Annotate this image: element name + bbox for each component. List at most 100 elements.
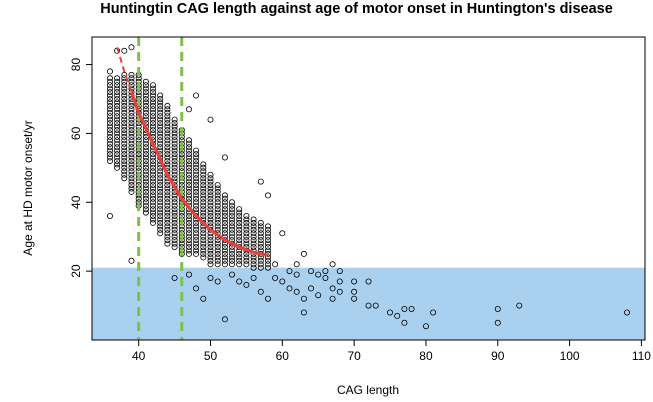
data-point [264,230,271,237]
data-point [121,106,128,113]
data-point [336,288,343,295]
data-point [157,230,164,237]
data-point [279,230,286,237]
data-point [257,237,264,244]
data-point [157,168,164,175]
data-point [107,151,114,158]
data-point [121,116,128,123]
data-point [114,147,121,154]
data-point [142,161,149,168]
data-point [264,264,271,271]
data-point [157,219,164,226]
data-point [149,202,156,209]
data-point [200,237,207,244]
data-point [149,188,156,195]
data-point [171,154,178,161]
data-point [114,127,121,134]
data-point [128,147,135,154]
data-point [121,127,128,134]
data-point [200,188,207,195]
x-tick-label: 70 [347,349,361,363]
data-point [164,120,171,127]
data-point [214,192,221,199]
data-point [243,254,250,261]
data-point [107,130,114,137]
data-point [193,223,200,230]
data-point [164,102,171,109]
data-point [207,182,214,189]
data-point [114,116,121,123]
data-point [128,161,135,168]
data-point [193,185,200,192]
data-point [171,123,178,130]
data-point [185,144,192,151]
data-point [142,209,149,216]
data-point [193,161,200,168]
data-point [207,192,214,199]
data-point [128,171,135,178]
data-point [185,237,192,244]
data-point [264,237,271,244]
data-point [200,164,207,171]
data-point [185,137,192,144]
data-point [236,237,243,244]
data-point [157,123,164,130]
data-point [128,257,135,264]
data-point [200,250,207,257]
data-point [107,68,114,75]
data-point [214,250,221,257]
data-point [228,247,235,254]
data-point [193,195,200,202]
data-point [149,120,156,127]
data-point [128,75,135,82]
data-point [200,199,207,206]
data-point [228,271,235,278]
data-point [228,202,235,209]
data-point [128,106,135,113]
data-point [516,302,523,309]
data-point [171,168,178,175]
data-point [164,219,171,226]
data-point [185,243,192,250]
data-point [114,85,121,92]
data-point [114,75,121,82]
data-point [178,151,185,158]
data-point [264,226,271,233]
data-point [171,171,178,178]
data-point [164,140,171,147]
data-point [142,144,149,151]
data-point [114,123,121,130]
data-point [250,216,257,223]
data-point [272,274,279,281]
data-point [279,278,286,285]
data-point [157,133,164,140]
data-point [214,182,221,189]
data-point [257,230,264,237]
data-point [494,319,501,326]
data-point [200,295,207,302]
data-point [365,278,372,285]
data-point [142,154,149,161]
data-point [185,271,192,278]
data-point [185,233,192,240]
data-point [228,219,235,226]
data-point [128,123,135,130]
data-point [149,157,156,164]
data-point [250,219,257,226]
data-point [365,302,372,309]
data-point [250,274,257,281]
data-point [257,226,264,233]
data-point [114,164,121,171]
data-point [114,130,121,137]
data-point [200,192,207,199]
data-point [228,223,235,230]
data-point [157,116,164,123]
data-point [157,202,164,209]
data-point [193,233,200,240]
data-point [149,212,156,219]
data-point [164,113,171,120]
data-point [214,237,221,244]
data-point [149,102,156,109]
data-point [164,147,171,154]
data-point [107,96,114,103]
